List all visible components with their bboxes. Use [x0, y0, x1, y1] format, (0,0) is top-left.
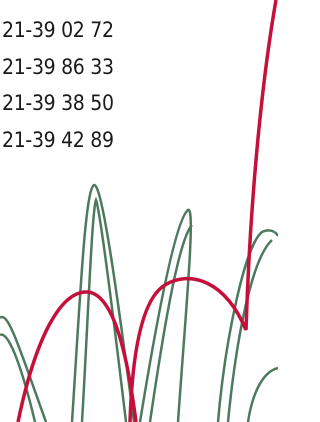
- phone-number: 21-39 02 72: [2, 12, 114, 49]
- phone-number: 21-39 86 33: [2, 49, 114, 86]
- phone-number: 21-39 42 89: [2, 122, 114, 159]
- phone-list: 21-39 02 72 21-39 86 33 21-39 38 50 21-3…: [2, 12, 114, 158]
- grass-blade: [248, 368, 278, 422]
- page: 21-39 02 72 21-39 86 33 21-39 38 50 21-3…: [0, 0, 278, 422]
- phone-number: 21-39 38 50: [2, 85, 114, 122]
